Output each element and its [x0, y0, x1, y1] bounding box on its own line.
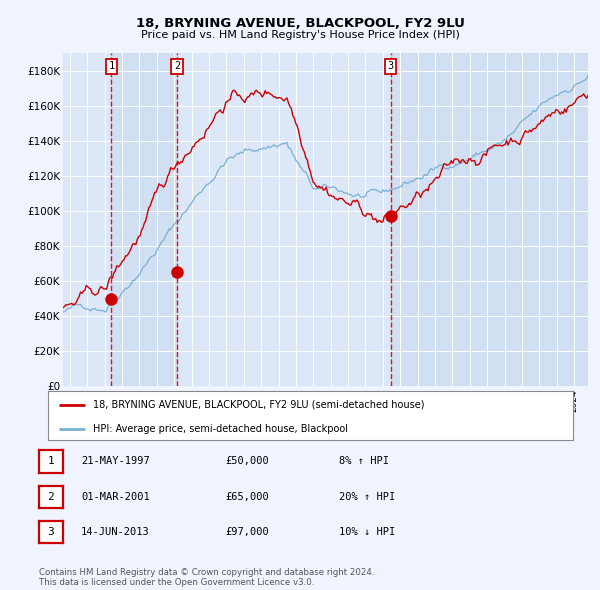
Text: £97,000: £97,000	[225, 527, 269, 537]
Text: 1: 1	[109, 61, 115, 71]
Text: £65,000: £65,000	[225, 492, 269, 502]
Text: 3: 3	[47, 527, 55, 537]
Text: 3: 3	[388, 61, 394, 71]
Text: 18, BRYNING AVENUE, BLACKPOOL, FY2 9LU (semi-detached house): 18, BRYNING AVENUE, BLACKPOOL, FY2 9LU (…	[92, 399, 424, 409]
Text: 20% ↑ HPI: 20% ↑ HPI	[339, 492, 395, 502]
Text: 14-JUN-2013: 14-JUN-2013	[81, 527, 150, 537]
Text: Price paid vs. HM Land Registry's House Price Index (HPI): Price paid vs. HM Land Registry's House …	[140, 30, 460, 40]
Text: £50,000: £50,000	[225, 457, 269, 466]
Bar	[112, 53, 177, 386]
Text: 01-MAR-2001: 01-MAR-2001	[81, 492, 150, 502]
Text: 10% ↓ HPI: 10% ↓ HPI	[339, 527, 395, 537]
Text: 1: 1	[47, 457, 55, 466]
Text: HPI: Average price, semi-detached house, Blackpool: HPI: Average price, semi-detached house,…	[92, 424, 347, 434]
Bar	[391, 53, 588, 386]
Text: Contains HM Land Registry data © Crown copyright and database right 2024.
This d: Contains HM Land Registry data © Crown c…	[39, 568, 374, 587]
Text: 2: 2	[174, 61, 180, 71]
Text: 2: 2	[47, 492, 55, 502]
Text: 8% ↑ HPI: 8% ↑ HPI	[339, 457, 389, 466]
Text: 18, BRYNING AVENUE, BLACKPOOL, FY2 9LU: 18, BRYNING AVENUE, BLACKPOOL, FY2 9LU	[136, 17, 464, 30]
Text: 21-MAY-1997: 21-MAY-1997	[81, 457, 150, 466]
